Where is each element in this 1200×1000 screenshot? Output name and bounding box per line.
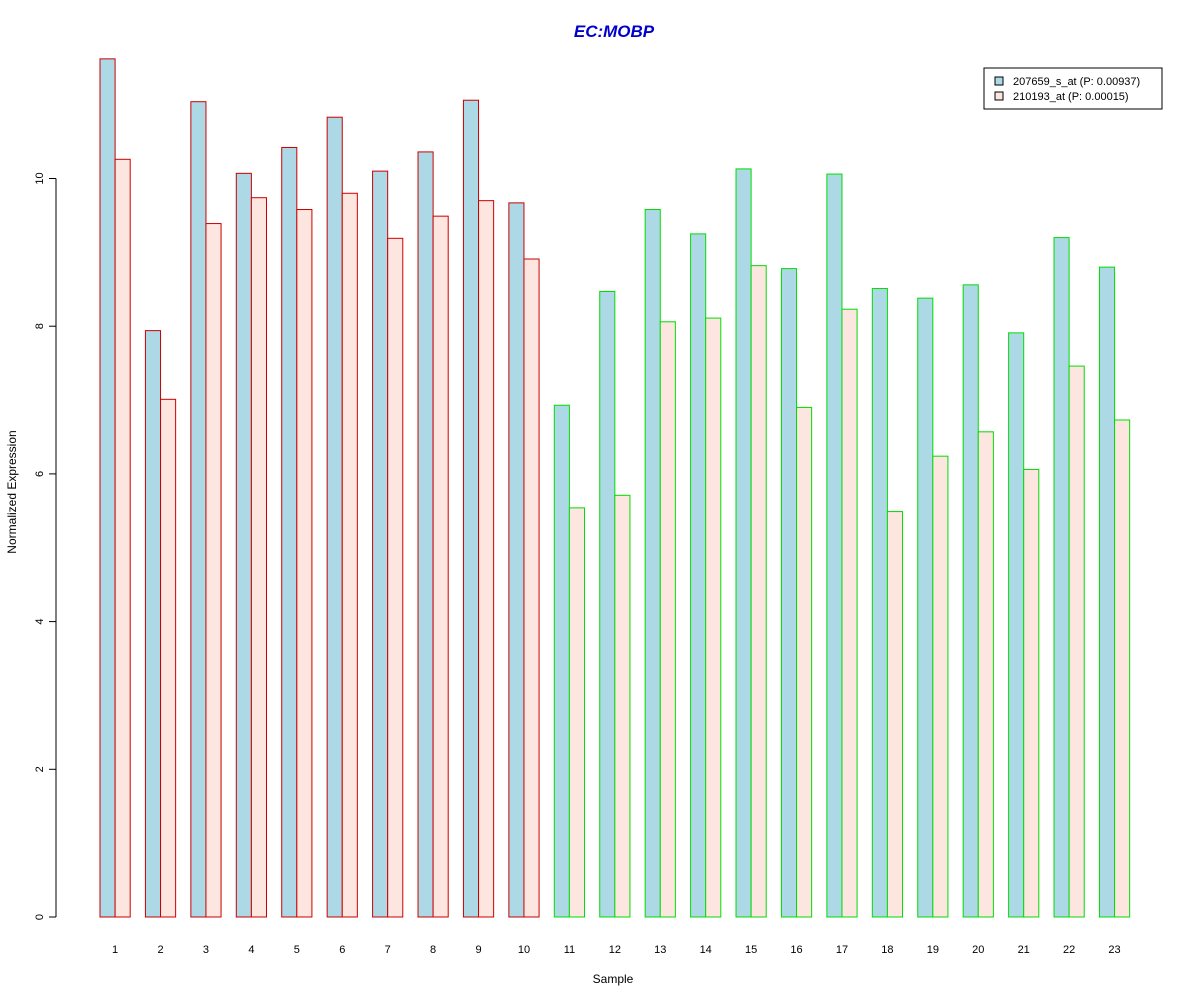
x-tick-label: 21 xyxy=(1018,944,1030,956)
legend-label-series-1: 207659_s_at (P: 0.00937) xyxy=(1013,76,1140,88)
x-tick-label: 8 xyxy=(430,944,436,956)
bar-sample-15-series-1 xyxy=(735,168,752,918)
bar-sample-21-series-2 xyxy=(1023,468,1040,918)
x-tick-label: 18 xyxy=(881,944,893,956)
x-tick-label: 12 xyxy=(609,944,621,956)
x-axis-label: Sample xyxy=(593,972,634,986)
bar-sample-10-series-1 xyxy=(508,202,525,918)
bar-sample-17-series-1 xyxy=(826,173,843,918)
chart-title: EC:MOBP xyxy=(574,22,655,41)
x-tick-label: 2 xyxy=(157,944,163,956)
bar-sample-2-series-2 xyxy=(160,398,177,918)
bar-sample-13-series-1 xyxy=(644,209,661,918)
bar-sample-14-series-2 xyxy=(705,317,722,918)
y-tick-label: 8 xyxy=(34,323,46,329)
bar-sample-20-series-2 xyxy=(977,431,994,918)
bar-sample-3-series-2 xyxy=(205,223,222,918)
y-tick-label: 0 xyxy=(34,914,46,920)
bar-sample-12-series-2 xyxy=(614,494,631,918)
bar-sample-18-series-1 xyxy=(871,288,888,918)
x-tick-label: 11 xyxy=(564,944,575,956)
x-tick-label: 7 xyxy=(385,944,391,956)
bar-sample-18-series-2 xyxy=(886,511,904,918)
x-tick-label: 23 xyxy=(1108,944,1120,956)
x-tick-label: 15 xyxy=(745,944,757,956)
x-tick-label: 14 xyxy=(700,944,712,956)
bar-sample-5-series-2 xyxy=(296,209,313,918)
x-tick-label: 13 xyxy=(654,944,666,956)
bar-sample-11-series-1 xyxy=(553,404,570,918)
x-tick-label: 4 xyxy=(248,944,254,956)
y-axis-label: Normalized Expression xyxy=(5,430,19,553)
x-tick-label: 16 xyxy=(790,944,802,956)
x-tick-label: 6 xyxy=(339,944,345,956)
bar-sample-10-series-2 xyxy=(523,258,540,918)
bar-sample-7-series-2 xyxy=(387,237,404,918)
bar-sample-20-series-1 xyxy=(962,284,979,918)
x-axis: 1 2 3 4 5 6 7 8 9 10 11 12 13 14 15 16 17 18 19 20 21 22 23 xyxy=(112,944,1121,956)
legend-label-series-2: 210193_at (P: 0.00015) xyxy=(1013,91,1129,103)
bar-sample-6-series-2 xyxy=(341,192,358,918)
bar-sample-22-series-1 xyxy=(1053,237,1070,918)
bar-sample-19-series-1 xyxy=(917,297,934,918)
bar-sample-16-series-1 xyxy=(780,268,798,918)
bar-sample-11-series-2 xyxy=(568,507,586,918)
bar-sample-9-series-1 xyxy=(462,99,480,918)
x-tick-label: 3 xyxy=(203,944,209,956)
y-tick-label: 6 xyxy=(34,471,46,477)
bar-sample-8-series-1 xyxy=(417,151,434,918)
bar-sample-6-series-1 xyxy=(326,116,343,918)
x-tick-label: 1 xyxy=(112,944,118,956)
bar-sample-4-series-1 xyxy=(235,172,252,918)
bar-sample-14-series-1 xyxy=(690,233,707,918)
bar-sample-15-series-2 xyxy=(750,265,767,918)
x-tick-label: 20 xyxy=(972,944,984,956)
x-tick-label: 17 xyxy=(836,944,848,956)
legend-box xyxy=(983,67,1163,110)
bar-sample-5-series-1 xyxy=(281,146,298,918)
y-tick-label: 10 xyxy=(34,172,46,184)
bar-sample-17-series-2 xyxy=(841,308,858,918)
legend-swatch-series-1 xyxy=(994,76,1004,86)
bar-sample-2-series-1 xyxy=(144,330,162,918)
x-tick-label: 19 xyxy=(927,944,939,956)
bar-sample-21-series-1 xyxy=(1008,332,1025,918)
bar-sample-19-series-2 xyxy=(932,455,949,918)
bar-sample-13-series-2 xyxy=(659,321,676,918)
bar-sample-16-series-2 xyxy=(796,406,813,918)
bar-sample-23-series-2 xyxy=(1114,419,1131,918)
bar-sample-9-series-2 xyxy=(478,200,495,918)
x-tick-label: 9 xyxy=(475,944,481,956)
bar-sample-7-series-1 xyxy=(372,170,389,918)
x-tick-label: 22 xyxy=(1063,944,1075,956)
bar-sample-4-series-2 xyxy=(250,197,267,918)
legend: 207659_s_at (P: 0.00937) 210193_at (P: 0… xyxy=(983,67,1163,110)
y-tick-label: 2 xyxy=(34,766,46,772)
legend-swatch-series-2 xyxy=(994,91,1004,101)
bar-sample-23-series-1 xyxy=(1098,266,1116,918)
bar-sample-12-series-1 xyxy=(599,290,616,918)
x-tick-label: 10 xyxy=(518,944,530,956)
bar-sample-1-series-2 xyxy=(114,158,131,918)
bar-sample-3-series-1 xyxy=(190,101,207,918)
bar-sample-1-series-1 xyxy=(99,58,116,918)
bars-group xyxy=(99,58,1131,918)
y-axis: 0 2 4 6 8 10 xyxy=(34,172,57,920)
bar-sample-8-series-2 xyxy=(432,215,449,918)
bar-sample-22-series-2 xyxy=(1068,365,1085,918)
x-tick-label: 5 xyxy=(294,944,300,956)
y-tick-label: 4 xyxy=(34,619,46,625)
